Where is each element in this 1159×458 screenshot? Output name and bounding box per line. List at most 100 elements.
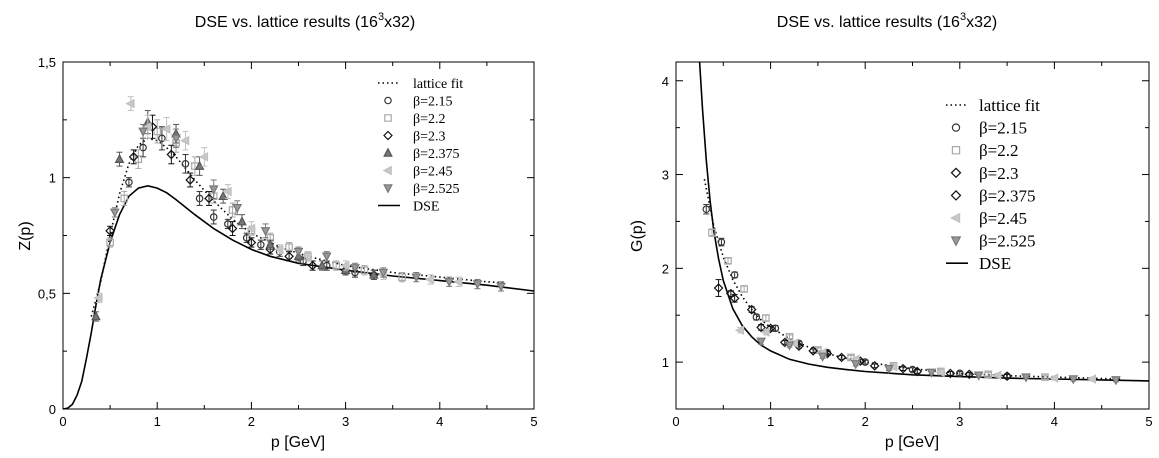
left-data-point: [424, 274, 435, 285]
right-legend-swatch: [951, 123, 961, 132]
left-data-point: [109, 208, 120, 218]
left-data-point: [125, 98, 135, 109]
left-data-point: [91, 311, 101, 321]
left-legend-label: β=2.15: [413, 95, 453, 110]
left-data-point: [180, 135, 190, 146]
right-x-tick-label: 2: [862, 414, 869, 429]
right-data-point: [724, 257, 732, 265]
left-data-point: [245, 223, 256, 234]
left-legend-swatch: [383, 130, 393, 141]
left-legend-label: β=2.45: [413, 165, 453, 180]
left-legend-swatch: [384, 114, 392, 122]
right-data-point: [779, 337, 790, 348]
left-data-point: [232, 203, 243, 214]
left-data-point: [266, 234, 275, 242]
right-data-point: [850, 360, 861, 370]
left-data-point: [158, 134, 166, 143]
right-y-tick-labels: 1 2 3 4: [662, 74, 669, 370]
left-data-point: [411, 273, 422, 283]
left-legend-label: β=2.525: [413, 182, 460, 197]
right-legend: lattice fit β=2.15 β=2.2 β=2.3 β=2.375 β=2.45…: [946, 96, 1040, 273]
left-data-point: [204, 193, 214, 204]
left-data-point: [171, 134, 181, 144]
right-legend-label: lattice fit: [979, 96, 1040, 115]
right-x-axis-label: p [GeV]: [885, 434, 939, 451]
left-data-point: [105, 226, 115, 236]
left-data-point: [153, 127, 161, 136]
left-legend-label: lattice fit: [413, 77, 463, 92]
left-data-points: [91, 96, 506, 322]
right-data-point: [726, 288, 736, 299]
left-data-point: [208, 185, 219, 195]
right-data-point: [1002, 371, 1012, 382]
right-legend-label: β=2.525: [979, 232, 1036, 251]
right-data-point: [752, 313, 761, 321]
left-x-tick-label: 0: [59, 414, 66, 429]
right-data-point: [785, 332, 794, 341]
left-data-point: [114, 153, 125, 163]
left-data-point: [166, 149, 177, 160]
right-legend-label: β=2.375: [979, 186, 1036, 205]
left-ticks: [62, 61, 535, 410]
left-y-axis-label: Z(p): [17, 221, 34, 250]
right-x-tick-labels: 0 1 2 3 4 5: [672, 414, 1152, 429]
left-data-point: [340, 260, 350, 271]
right-data-point: [702, 205, 711, 214]
left-data-point: [307, 260, 318, 271]
left-data-point: [453, 276, 463, 287]
left-x-tick-label: 1: [154, 414, 161, 429]
right-y-tick-label: 1: [662, 355, 669, 370]
left-x-tick-label: 5: [530, 414, 537, 429]
left-x-tick-label: 2: [248, 414, 255, 429]
left-data-point: [227, 223, 238, 234]
right-data-point: [836, 352, 847, 363]
right-x-tick-label: 4: [1051, 414, 1058, 429]
right-data-point: [1068, 375, 1079, 385]
left-x-tick-label: 3: [342, 414, 349, 429]
left-data-point: [350, 264, 360, 274]
right-x-tick-label: 0: [672, 414, 679, 429]
right-data-point: [734, 325, 745, 336]
right-data-point: [912, 366, 923, 377]
left-y-tick-label: 1: [49, 171, 56, 186]
left-data-point: [209, 192, 218, 200]
left-x-axis-label: p [GeV]: [271, 434, 325, 451]
right-legend-label: DSE: [979, 254, 1011, 273]
left-data-point: [472, 280, 483, 290]
left-data-point: [285, 243, 293, 251]
right-data-point: [713, 283, 724, 293]
right-x-tick-label: 1: [767, 414, 774, 429]
left-data-point: [134, 155, 143, 163]
left-data-point: [378, 268, 389, 278]
right-legend-swatch: [950, 236, 962, 247]
right-data-point: [762, 314, 770, 322]
left-data-point: [332, 261, 340, 270]
left-data-point: [128, 151, 139, 162]
right-data-point: [717, 238, 726, 246]
left-data-point: [274, 244, 284, 255]
left-data-point: [265, 239, 276, 249]
right-ticks: [675, 62, 1150, 410]
left-legend-label: β=2.375: [413, 147, 460, 162]
left-legend-label: DSE: [413, 200, 439, 215]
right-data-point: [756, 337, 766, 347]
right-data-point: [955, 369, 964, 378]
right-data-point: [756, 322, 766, 333]
left-data-point: [125, 178, 133, 187]
left-data-point: [360, 266, 369, 274]
left-data-point: [106, 238, 114, 247]
left-plot-frame: [62, 61, 535, 410]
right-data-point: [884, 364, 894, 375]
right-data-point: [817, 352, 828, 362]
left-data-point: [317, 260, 327, 270]
left-legend-swatch: [383, 184, 393, 194]
left-x-tick-labels: 0 1 2 3 4 5: [59, 414, 537, 429]
right-legend-swatch: [950, 167, 962, 179]
left-data-point: [237, 216, 247, 226]
left-data-point: [496, 282, 506, 292]
right-legend-label: β=2.45: [979, 209, 1027, 228]
right-legend-swatch: [951, 146, 961, 155]
left-data-point: [198, 152, 209, 162]
left-data-point: [93, 293, 103, 303]
